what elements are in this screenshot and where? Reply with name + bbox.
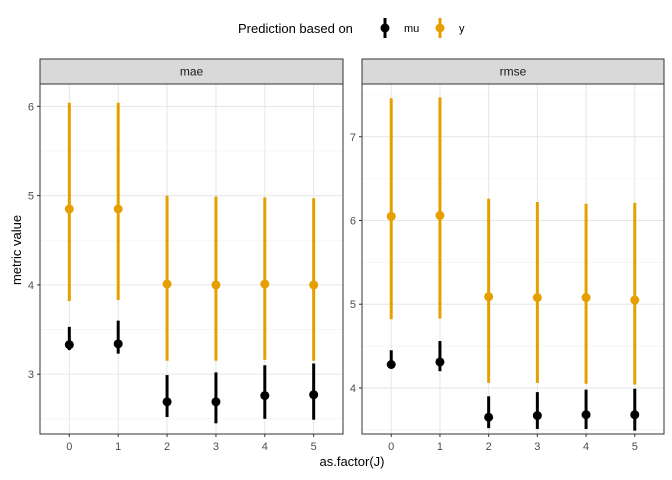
y-tick-label: 6 [350, 215, 356, 227]
data-point-y [386, 211, 396, 221]
y-axis-title: metric value [9, 215, 24, 285]
series-mu-mae [64, 320, 319, 424]
facet-panel-rmse: rmse 4 5 6 7 0 1 2 3 4 5 [350, 58, 665, 453]
legend: Prediction based on mu y [238, 18, 465, 38]
legend-label-y: y [459, 23, 465, 35]
y-tick-label: 5 [28, 191, 34, 203]
facet-strip-label-rmse: rmse [500, 65, 527, 79]
data-point-y [309, 280, 319, 290]
panel-background-mae [40, 84, 343, 434]
x-tick-label: 4 [583, 441, 589, 453]
data-point-mu [309, 390, 319, 400]
x-axis-title: as.factor(J) [319, 454, 384, 469]
data-point-y [435, 210, 445, 220]
data-point-mu [484, 412, 494, 422]
x-tick-label: 3 [534, 441, 540, 453]
data-point-y [260, 279, 270, 289]
panel-border-rmse [361, 83, 665, 435]
facet-strip-label-mae: mae [180, 65, 204, 79]
data-point-mu [435, 357, 445, 367]
x-tick-label: 2 [486, 441, 492, 453]
legend-key-mu-point [380, 23, 390, 33]
data-point-y [630, 295, 640, 305]
panel-background-rmse [362, 84, 664, 434]
legend-label-mu: mu [404, 23, 419, 35]
data-point-mu [162, 397, 172, 407]
facet-panel-mae: mae 3 4 5 6 0 1 2 3 4 5 [28, 58, 344, 453]
data-point-mu [630, 410, 640, 420]
facet-strip-rmse [361, 58, 665, 85]
data-point-mu [113, 339, 123, 349]
x-tick-label: 3 [213, 441, 219, 453]
x-tick-label: 0 [66, 441, 72, 453]
data-point-y [484, 292, 494, 302]
data-point-y [532, 293, 542, 303]
y-tick-label: 4 [350, 383, 356, 395]
data-point-mu [260, 391, 270, 401]
series-y-mae [64, 102, 319, 361]
legend-key-mu: mu [380, 18, 419, 38]
series-mu-rmse [386, 341, 640, 431]
facet-panels: mae 3 4 5 6 0 1 2 3 4 5 rmse 4 5 6 7 0 1 2 3 4 5 [28, 58, 665, 453]
x-tick-label: 2 [164, 441, 170, 453]
x-tick-label: 5 [632, 441, 638, 453]
series-y-rmse [386, 97, 640, 385]
x-tick-label: 1 [115, 441, 121, 453]
x-tick-label: 1 [437, 441, 443, 453]
legend-key-y: y [435, 18, 465, 38]
y-tick-label: 5 [350, 299, 356, 311]
data-point-mu [64, 340, 74, 350]
y-tick-label: 7 [350, 132, 356, 144]
y-tick-label: 4 [28, 280, 34, 292]
data-point-y [64, 204, 74, 214]
data-point-mu [386, 360, 396, 370]
data-point-mu [532, 411, 542, 421]
data-point-y [162, 279, 172, 289]
y-tick-label: 3 [28, 369, 34, 381]
facet-strip-mae [39, 58, 344, 85]
x-tick-label: 4 [262, 441, 268, 453]
data-point-y [113, 204, 123, 214]
x-tick-label: 5 [311, 441, 317, 453]
data-point-y [211, 280, 221, 290]
data-point-y [581, 293, 591, 303]
legend-title: Prediction based on [238, 21, 353, 36]
y-tick-label: 6 [28, 101, 34, 113]
legend-key-y-point [435, 23, 445, 33]
data-point-mu [211, 397, 221, 407]
x-tick-label: 0 [388, 441, 394, 453]
data-point-mu [581, 410, 591, 420]
panel-border-mae [39, 83, 344, 435]
